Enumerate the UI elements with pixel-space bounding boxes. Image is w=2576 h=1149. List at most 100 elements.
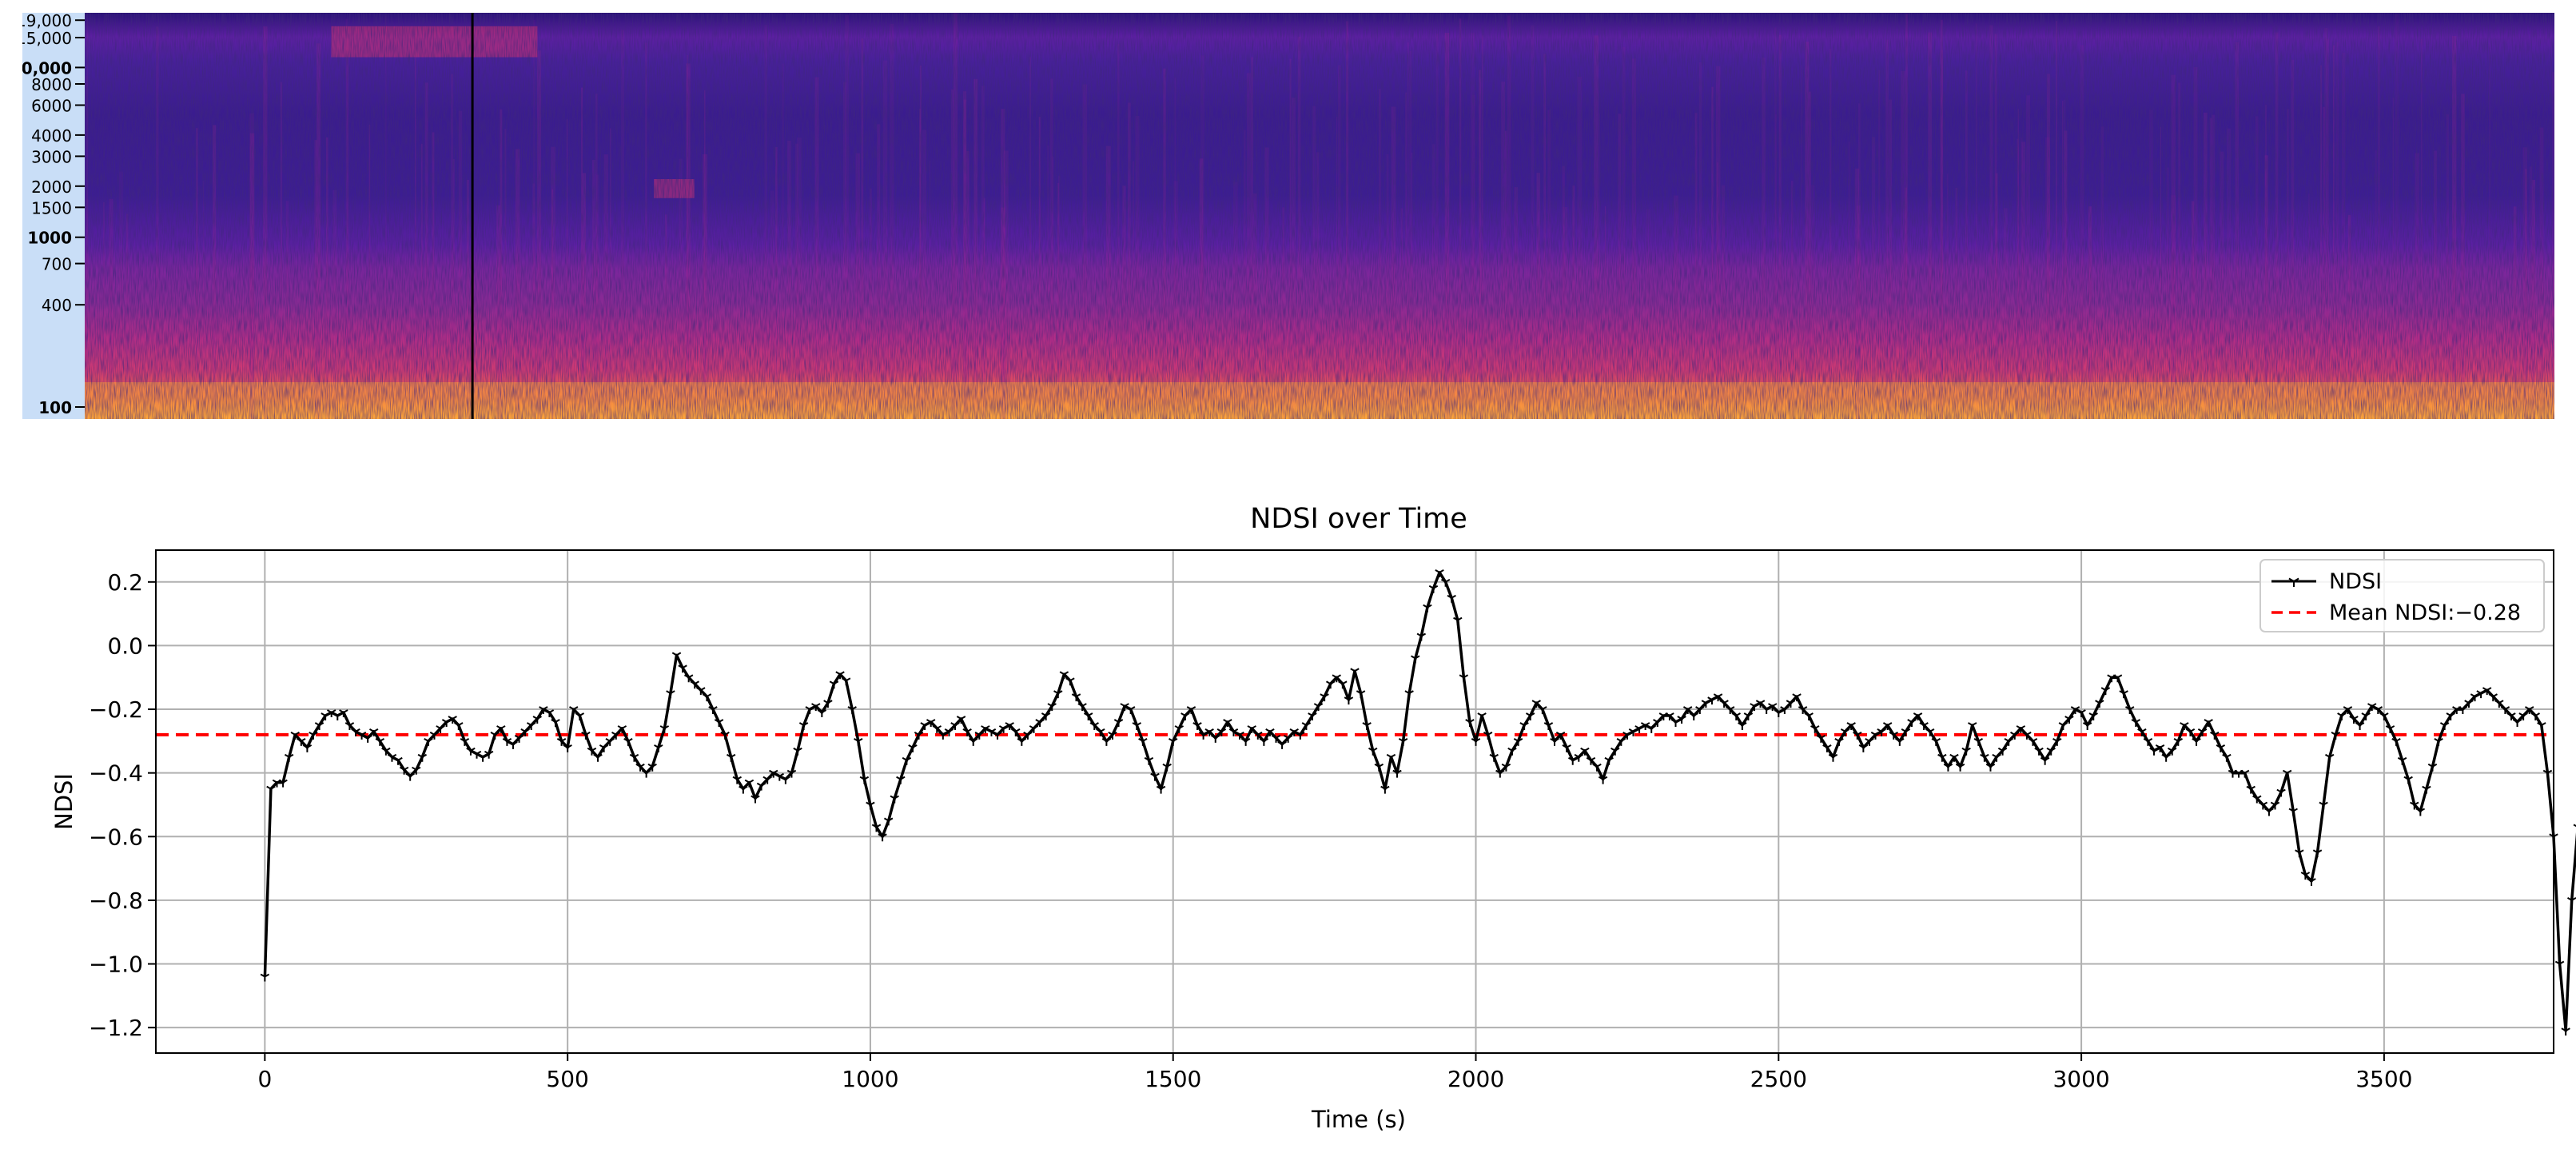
ndsi-point-372 [2512,719,2522,727]
ndsi-point-42 [514,735,524,743]
ndsi-point-169 [1283,735,1293,743]
legend-box [2259,559,2545,632]
ndsi-point-243 [1731,712,1741,721]
ndsi-chart: NDSI over Time 0 500 1000 1500 2000 2500 3000 3… [0,480,2576,1146]
ndsi-point-222 [1604,756,1614,765]
ndsi-point-230 [1653,719,1662,727]
ndsi-point-289 [2010,732,2020,740]
ndsi-point-353 [2397,756,2407,765]
ndsi-point-322 [2210,732,2220,740]
ndsi-point-236 [1689,712,1698,721]
ndsi-point-247 [1755,700,1766,708]
ndsi-point-272 [1907,719,1917,727]
plot-frame [155,549,2554,1054]
ndsi-point-59 [617,725,627,733]
ndsi-point-77 [726,753,736,762]
x-tick-label-4: 2000 [1447,1066,1504,1092]
ndsi-point-294 [2040,756,2050,765]
ndsi-point-278 [1943,763,1953,772]
ndsi-point-297 [2058,722,2068,730]
ndsi-point-333 [2276,788,2286,797]
ndsi-point-347 [2361,712,2371,721]
ndsi-point-311 [2143,737,2153,746]
ndsi-point-342 [2331,732,2340,740]
ndsi-point-95 [835,671,845,680]
ndsi-point-363 [2458,706,2468,715]
ndsi-point-162 [1240,737,1251,746]
ndsi-point-97 [847,706,857,715]
ndsi-point-23 [399,766,409,775]
ndsi-point-125 [1017,737,1027,746]
ndsi-point-193 [1428,584,1439,593]
ndsi-point-352 [2391,737,2401,746]
ndsi-point-288 [2004,737,2013,746]
ndsi-point-242 [1725,706,1735,715]
ndsi-point-28 [429,732,440,740]
ndsi-point-203 [1489,753,1499,762]
ndsi-point-30 [441,719,452,727]
freq-tick-label-7: 2000 [31,178,72,197]
ndsi-point-260 [1834,737,1844,746]
ndsi-point-271 [1901,728,1911,736]
ndsi-point-140 [1108,732,1117,740]
ndsi-point-32 [454,722,464,730]
ndsi-point-285 [1985,763,1996,772]
ndsi-point-80 [744,779,754,788]
ndsi-point-185 [1380,785,1390,794]
ndsi-point-54 [587,747,597,756]
ndsi-point-64 [647,763,657,772]
ndsi-point-359 [2434,737,2443,746]
ndsi-point-367 [2482,687,2492,696]
ndsi-point-304 [2100,687,2111,696]
ndsi-point-139 [1101,737,1112,746]
ndsi-point-268 [1882,722,1893,730]
ndsi-point-380 [2561,1027,2570,1036]
ndsi-point-276 [1931,737,1941,746]
ndsi-point-6 [297,737,306,746]
ndsi-point-233 [1670,719,1681,727]
freq-tick-label-12: 100 [38,398,72,417]
ndsi-point-206 [1507,747,1517,756]
ndsi-point-166 [1265,728,1275,736]
ndsi-point-156 [1204,728,1214,736]
ndsi-point-257 [1816,735,1826,743]
ndsi-point-36 [478,753,488,762]
ndsi-point-364 [2464,700,2474,708]
ndsi-point-46 [539,706,548,715]
ndsi-point-348 [2367,703,2377,712]
ndsi-point-358 [2427,763,2438,772]
ndsi-point-301 [2082,722,2092,730]
chart-title: NDSI over Time [1250,503,1467,535]
ndsi-point-20 [381,747,391,756]
ndsi-point-65 [654,744,663,752]
ndsi-point-1 [266,785,276,794]
y-tick-label-7: −1.2 [89,1015,143,1041]
freq-tick-label-1: 15,000 [22,29,72,48]
ndsi-point-25 [412,766,421,775]
x-tick-label-1: 500 [546,1066,588,1092]
ndsi-point-170 [1289,728,1299,736]
ndsi-point-85 [774,772,785,781]
ndsi-point-154 [1192,722,1202,730]
ndsi-point-73 [702,693,712,702]
ndsi-point-96 [841,677,851,686]
y-tick-label-4: −0.6 [89,824,143,850]
ndsi-point-190 [1411,655,1420,664]
ndsi-point-52 [575,712,585,721]
ndsi-point-132 [1059,671,1069,680]
legend-ndsi-marker [2288,577,2299,587]
ndsi-point-212 [1543,722,1554,730]
ndsi-point-291 [2022,732,2032,740]
ndsi-point-61 [629,753,639,762]
ndsi-point-84 [769,769,778,778]
freq-tick-label-10: 700 [42,255,72,274]
ndsi-point-308 [2124,706,2135,715]
y-tick-label-6: −1.0 [89,952,143,978]
ndsi-point-246 [1750,703,1759,712]
ndsi-point-377 [2542,769,2553,778]
ndsi-point-120 [986,728,997,736]
freq-tick-label-9: 1000 [27,229,72,248]
ndsi-point-63 [641,769,651,778]
ndsi-point-341 [2324,753,2335,762]
ndsi-point-21 [387,753,397,762]
